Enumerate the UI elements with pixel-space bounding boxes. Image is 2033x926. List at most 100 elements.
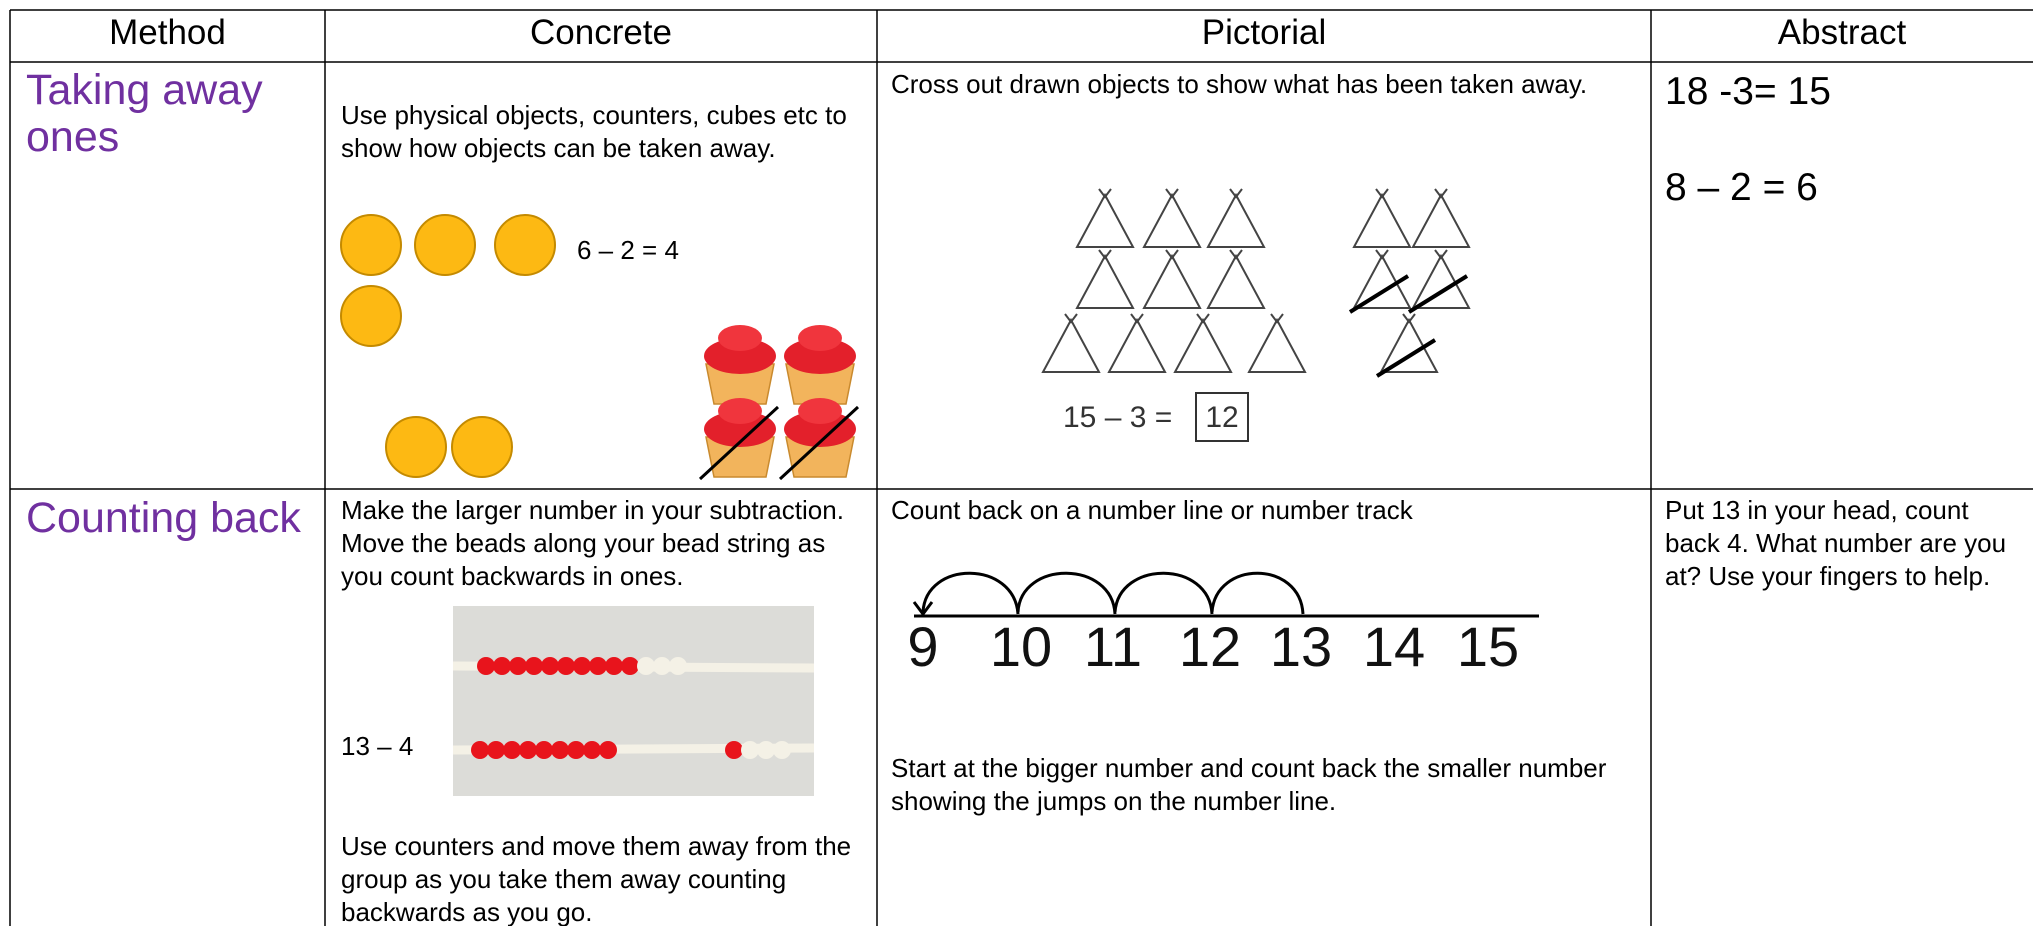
table-grid [9,9,2033,926]
bead [605,657,623,675]
equation: 13 – 4 [341,731,414,761]
bead [535,741,553,759]
concrete-text: Use counters and move them away from the… [341,831,852,926]
triangle [1206,192,1266,248]
cupcake-icing [784,338,856,374]
triangle-top [1229,249,1243,260]
cupcakes [698,325,860,481]
bead [773,741,791,759]
triangle-top [1130,313,1144,324]
triangle [1142,253,1202,309]
number-label: 12 [1179,615,1241,678]
number-label: 14 [1363,615,1425,678]
bead [477,657,495,675]
triangle [1142,192,1202,248]
cupcake-icing [704,411,776,447]
triangles [1041,188,1471,378]
triangle-top [1098,188,1112,199]
cupcake-icing [798,398,842,424]
bead [519,741,537,759]
jump-arc [921,571,1020,615]
beads [471,657,791,759]
cupcake-icing [798,325,842,351]
triangle-top [1434,188,1448,199]
bead [725,741,743,759]
triangle-top [1165,188,1179,199]
counters [340,214,556,478]
triangle [1411,192,1471,248]
cupcake-icing [718,398,762,424]
bead [599,741,617,759]
abstract-equation: 18 -3= 15 [1665,70,1831,113]
bead [525,657,543,675]
bead [757,741,775,759]
number-label: 15 [1457,615,1519,678]
jump-arc [1113,571,1214,615]
triangle-top [1375,188,1389,199]
bead [573,657,591,675]
bead [557,657,575,675]
jump-arc [1016,571,1117,615]
triangle [1075,253,1135,309]
bead [503,741,521,759]
triangle [1075,192,1135,248]
cross-out [698,405,780,481]
triangle-top [1375,249,1389,260]
abstract-equation: 8 – 2 = 6 [1665,166,1818,209]
cupcake-icing [704,338,776,374]
pictorial-text: Cross out drawn objects to show what has… [891,69,1588,99]
bead [551,741,569,759]
answer: 12 [1205,401,1238,434]
bead [493,657,511,675]
cross-out [1375,338,1437,378]
cross-out [1348,274,1410,314]
number-label: 11 [1084,615,1142,678]
triangle-top [1434,249,1448,260]
answer-box [1195,392,1249,442]
bead [583,741,601,759]
bead [621,657,639,675]
abstract-text: Put 13 in your head, count back 4. What … [1665,495,2007,591]
counter [340,214,402,276]
triangle [1107,317,1167,373]
bead [741,741,759,759]
triangle [1041,317,1101,373]
header-cell: Concrete [529,13,673,52]
cross-out [1407,274,1469,314]
bead [541,657,559,675]
method: Taking away ones [26,66,263,161]
bead [567,741,585,759]
counter [340,285,402,347]
method: Counting back [26,494,301,542]
pictorial-text: Count back on a number line or number tr… [891,495,1413,525]
equation: 15 – 3 = [1063,401,1172,434]
triangle-top [1064,313,1078,324]
bead [471,741,489,759]
bead [487,741,505,759]
cupcake-icing [718,325,762,351]
header-cell: Abstract [1777,13,1907,52]
triangle-top [1402,313,1416,324]
number-label: 9 [907,615,938,678]
photo-background [453,606,814,796]
bead [637,657,655,675]
pictorial-text: Start at the bigger number and count bac… [891,753,1607,816]
triangle-top [1270,313,1284,324]
counter [494,214,556,276]
header-cell: Method [109,13,226,52]
equation: 6 – 2 = 4 [577,235,679,265]
jump-arc [1210,571,1305,615]
triangle-top [1165,249,1179,260]
triangle-top [1098,249,1112,260]
number-line [912,571,1539,618]
bead-photo [452,606,815,796]
bead [669,657,687,675]
cupcake-icing [784,411,856,447]
header-cell: Pictorial [1201,13,1327,52]
concrete-text: Use physical objects, counters, cubes et… [341,100,847,163]
triangle-top [1196,313,1210,324]
triangle [1352,192,1412,248]
bead [509,657,527,675]
arrow-head [912,601,934,617]
